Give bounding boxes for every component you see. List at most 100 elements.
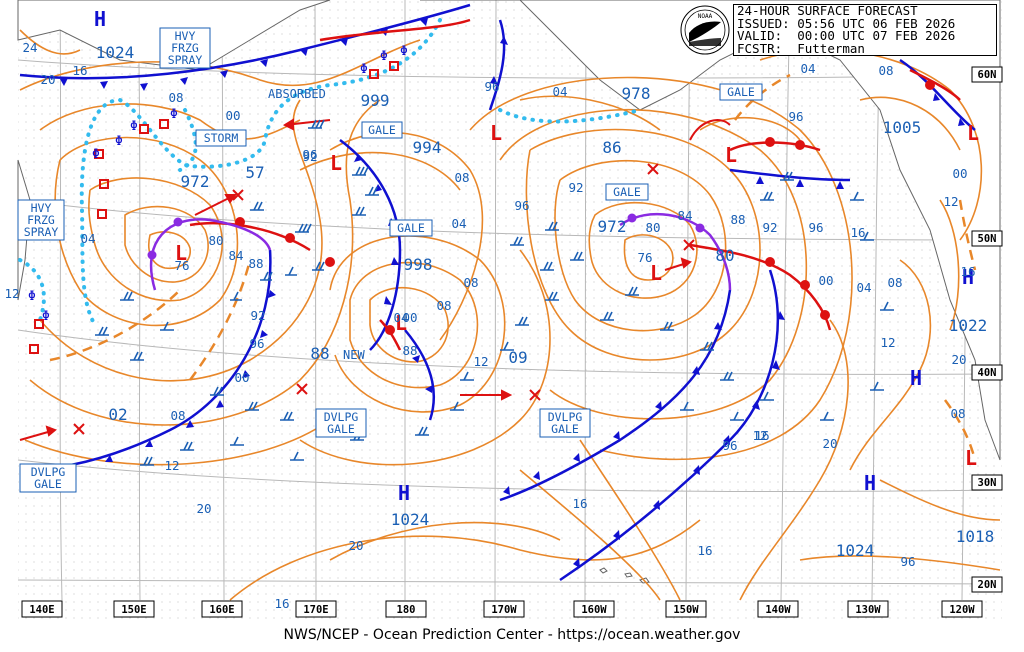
ocean-background <box>18 0 1002 622</box>
isobars <box>19 29 1001 601</box>
isobar-label: 16 <box>697 543 712 558</box>
isobar-label: 20 <box>822 436 837 451</box>
warning-label: DVLPG <box>324 410 359 424</box>
svg-text:Φ: Φ <box>170 107 178 122</box>
isobar-label: 00 <box>225 108 240 123</box>
warning-label: SPRAY <box>168 53 203 67</box>
warning-label: DVLPG <box>548 410 583 424</box>
isobar-label: 04 <box>800 61 815 76</box>
latitude-label: 60N <box>978 69 997 81</box>
isobar-label: 80 <box>208 233 223 248</box>
isobar-label: 88 <box>248 256 263 271</box>
longitude-label: 170E <box>303 604 328 616</box>
warning-label-box <box>17 199 65 241</box>
isobar-label: 96 <box>900 554 915 569</box>
warning-label-box <box>719 83 763 101</box>
low-center-west: L <box>330 151 342 175</box>
warning-label: DVLPG <box>31 465 66 479</box>
longitude-label: 140W <box>765 604 791 616</box>
svg-text:Φ: Φ <box>115 134 123 149</box>
latitude-label: 50N <box>978 233 997 245</box>
isobar-label: 96 <box>722 438 737 453</box>
isobar-label: 16 <box>850 225 865 240</box>
longitude-label: 170W <box>491 604 517 616</box>
isobar-label: 16 <box>960 264 975 279</box>
low-centers: L L L L L L L L <box>175 121 979 470</box>
central-pressure: 1018 <box>956 527 995 546</box>
isobar-label: 08 <box>878 63 893 78</box>
low-center-gulf: L <box>725 143 737 167</box>
warning-label-box <box>315 408 367 438</box>
cold-front-pips <box>60 18 965 568</box>
isobar-label: 04 <box>856 280 871 295</box>
svg-text:Φ: Φ <box>380 49 388 64</box>
svg-text:Φ: Φ <box>28 289 36 304</box>
forecaster-label: FCSTR: <box>737 40 783 56</box>
isobar-label: 96 <box>302 147 317 162</box>
low-center-new: L <box>395 311 407 335</box>
low-center-aleutian: L <box>490 121 502 145</box>
issued-time: 05:56 UTC 06 FEB 2026 <box>797 15 956 31</box>
warning-label-box <box>159 27 211 69</box>
absorbed-annotation: ABSORBED <box>268 87 326 101</box>
pressure-value-high: 1022 <box>949 316 988 335</box>
warning-label-box <box>605 183 649 201</box>
forecaster-line: FCSTR: Futterman <box>734 40 996 56</box>
central-pressure: 972 <box>598 217 627 236</box>
warning-label: STORM <box>204 131 239 145</box>
isobar-label: 96 <box>808 220 823 235</box>
longitude-label-box <box>113 600 155 618</box>
isobar-label: 04 <box>451 216 466 231</box>
longitude-label-box <box>483 600 525 618</box>
isobar-label: 88 <box>730 212 745 227</box>
high-center-se: H <box>864 471 876 495</box>
high-center-east: H <box>910 366 922 390</box>
warning-label: HVY <box>175 29 196 43</box>
valid-time: 00:00 UTC 07 FEB 2026 <box>797 28 956 43</box>
latitude-label-box <box>971 364 1003 381</box>
isobar-label: 20 <box>40 72 55 87</box>
longitude-label-box <box>295 600 337 618</box>
warm-front-pips <box>235 80 935 335</box>
movement-arrows <box>19 118 731 441</box>
isobar-label: 16 <box>72 63 87 78</box>
high-centers: H H H H H <box>94 7 974 505</box>
isobar-label: 12 <box>880 335 895 350</box>
isobar-label: 24 <box>22 40 37 55</box>
warm-fronts <box>189 18 961 351</box>
central-pressure: 57 <box>245 163 264 182</box>
longitude-label: 120W <box>949 604 975 616</box>
warning-label: SPRAY <box>24 225 59 239</box>
longitude-label: 160E <box>209 604 234 616</box>
latitude-label: 40N <box>978 367 997 379</box>
svg-text:Φ: Φ <box>130 119 138 134</box>
isobar-label: 00 <box>818 273 833 288</box>
longitude-label-box <box>665 600 707 618</box>
isobar-label: 08 <box>463 275 478 290</box>
longitude-label-box <box>21 600 63 618</box>
longitude-label-box <box>757 600 799 618</box>
isobar-label: 08 <box>436 298 451 313</box>
map-labels: 140E 150E 160E 170E 180 170W 160W 150W 140W 130W 1… <box>4 27 1003 618</box>
longitude-label: 140E <box>29 604 54 616</box>
isobar-label: 12 <box>752 428 767 443</box>
pressure-value-high: 1024 <box>836 541 875 560</box>
isobar-label: 84 <box>228 248 243 263</box>
warning-label: GALE <box>327 422 355 436</box>
low-center-bc: L <box>967 121 979 145</box>
source-credit: NWS/NCEP - Ocean Prediction Center - htt… <box>0 622 1024 652</box>
isobar-label: 92 <box>302 149 317 164</box>
warning-label-box <box>361 121 403 139</box>
warning-label-box <box>539 408 591 438</box>
warning-label: FRZG <box>27 213 55 227</box>
noaa-logo-text: NOAA <box>698 13 713 20</box>
isobar-label: 92 <box>250 308 265 323</box>
product-title: 24-HOUR SURFACE FORECAST <box>737 3 918 18</box>
isobar-label: 08 <box>170 408 185 423</box>
central-pressure: 978 <box>622 84 651 103</box>
warning-label: GALE <box>368 123 396 137</box>
valid-line: VALID: 00:00 UTC 07 FEB 2026 <box>734 28 996 43</box>
isobar-label: 12 <box>473 354 488 369</box>
isobar-label: 96 <box>249 336 264 351</box>
